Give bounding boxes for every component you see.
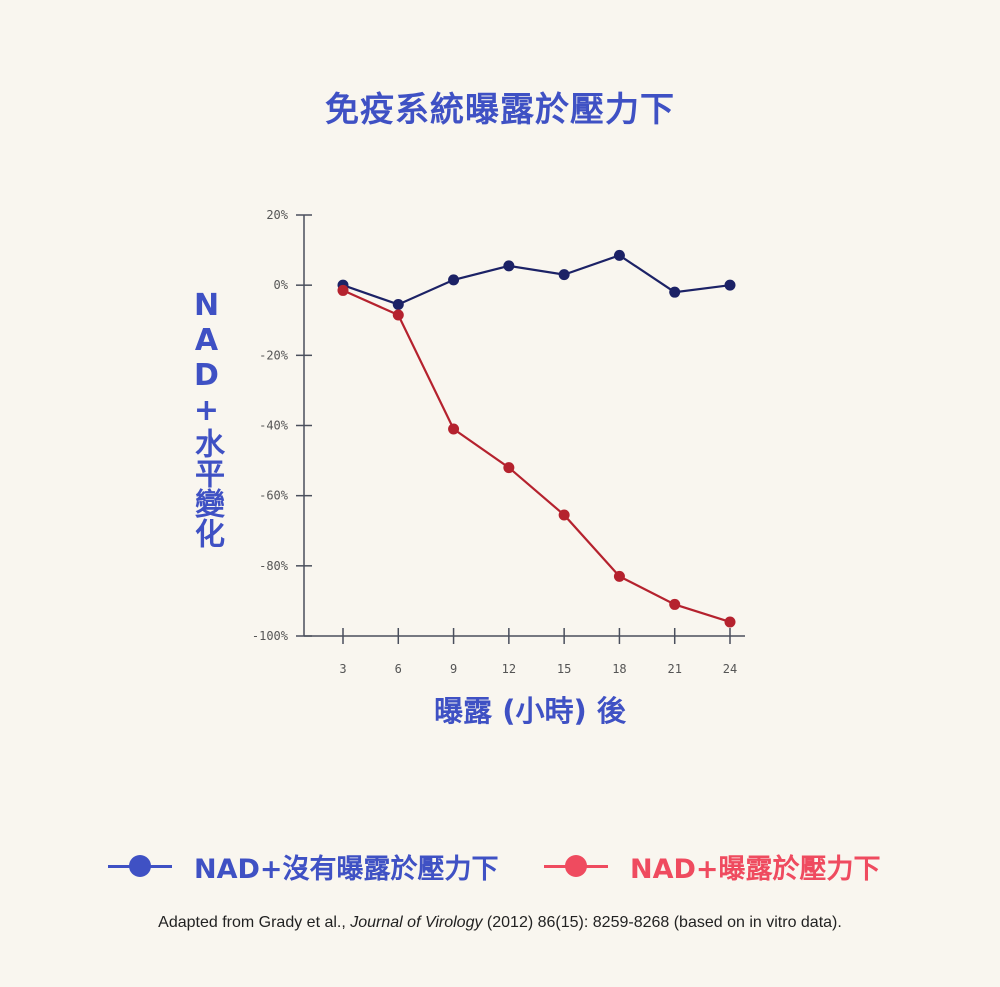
legend-marker-no-stress xyxy=(108,846,172,886)
x-tick-label: 21 xyxy=(667,662,681,676)
footnote-suffix: (2012) 86(15): 8259-8268 (based on in vi… xyxy=(482,914,842,931)
legend-label-stress: NAD+曝露於壓力下 xyxy=(630,853,881,885)
y-axis-label: NAD+水平變化 xyxy=(189,288,224,548)
data-point-1 xyxy=(337,284,349,296)
x-tick-label: 3 xyxy=(339,662,346,676)
y-tick-label: 20% xyxy=(266,208,288,222)
x-tick-label: 9 xyxy=(450,662,457,676)
footnote-prefix: Adapted from Grady et al., xyxy=(158,914,351,931)
data-point-0 xyxy=(448,274,460,286)
x-axis-label: 曝露 (小時) 後 xyxy=(434,694,626,728)
x-tick-label: 18 xyxy=(612,662,626,676)
y-tick-label: -40% xyxy=(259,419,289,433)
data-point-0 xyxy=(392,298,404,310)
source-footnote: Adapted from Grady et al., Journal of Vi… xyxy=(0,914,1000,932)
data-point-1 xyxy=(503,462,515,474)
data-point-1 xyxy=(669,598,681,610)
legend-item-no-stress: NAD+沒有曝露於壓力下 xyxy=(108,846,499,886)
legend-marker-stress xyxy=(544,846,608,886)
data-point-0 xyxy=(669,286,681,298)
data-point-0 xyxy=(613,249,625,261)
series-line-1 xyxy=(342,289,731,624)
axes: 20% 0% -20% -40% -60% -80% -100% 3 6 9 12 15 18 21 24 xyxy=(252,208,745,676)
data-point-1 xyxy=(558,509,570,521)
y-tick-label: -60% xyxy=(259,489,289,503)
x-tick-label: 15 xyxy=(557,662,571,676)
data-point-1 xyxy=(724,616,736,628)
data-point-0 xyxy=(724,279,736,291)
legend-label-no-stress: NAD+沒有曝露於壓力下 xyxy=(194,853,499,885)
y-tick-label: -80% xyxy=(259,559,289,573)
series-line-0 xyxy=(342,254,731,306)
data-point-1 xyxy=(392,309,404,321)
x-tick-label: 6 xyxy=(395,662,402,676)
legend-item-stress: NAD+曝露於壓力下 xyxy=(544,846,881,886)
series-layer xyxy=(337,249,736,628)
x-tick-label: 12 xyxy=(502,662,516,676)
y-tick-label: -20% xyxy=(259,348,289,362)
data-point-0 xyxy=(503,260,515,272)
data-point-1 xyxy=(613,570,625,582)
data-point-1 xyxy=(448,423,460,435)
footnote-journal: Journal of Virology xyxy=(350,914,483,931)
chart-title: 免疫系統曝露於壓力下 xyxy=(325,90,675,130)
y-tick-label: 0% xyxy=(274,278,289,292)
legend: NAD+沒有曝露於壓力下 NAD+曝露於壓力下 xyxy=(0,846,1000,886)
data-point-0 xyxy=(558,269,570,281)
x-tick-label: 24 xyxy=(723,662,737,676)
y-tick-label: -100% xyxy=(252,629,289,643)
